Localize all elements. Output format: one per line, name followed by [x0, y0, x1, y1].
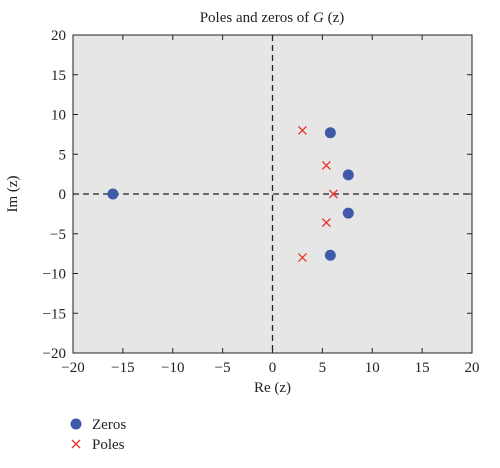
pole-marker: [297, 125, 307, 135]
x-tick-label: −5: [215, 360, 231, 376]
pole-marker-stroke: [297, 253, 307, 263]
y-tick-label: 5: [59, 147, 67, 163]
y-tick-label: 0: [59, 187, 67, 203]
y-tick-label: −15: [43, 306, 66, 322]
y-tick-label: −10: [43, 267, 66, 283]
legend: Zeros Poles: [70, 417, 126, 453]
pole-marker-stroke: [321, 218, 331, 228]
x-axis-label: Re (z): [254, 380, 291, 396]
legend-item: Poles: [71, 437, 125, 453]
x-tick-label: 5: [319, 360, 327, 376]
chart-title: Poles and zeros of G (z): [200, 10, 345, 26]
y-tick-label: −20: [43, 346, 66, 362]
y-tick-label: −5: [50, 227, 66, 243]
pole-marker-stroke: [328, 189, 338, 199]
x-tick-label: −15: [111, 360, 134, 376]
legend-item: Zeros: [70, 417, 126, 433]
zero-reference-lines: [73, 35, 472, 353]
zero-marker: [324, 249, 336, 261]
x-tick-label: −10: [161, 360, 184, 376]
pole-marker: [297, 253, 307, 263]
y-tick-label: 10: [51, 108, 66, 124]
y-axis-ticks: −20 −15 −10 −5 0 5 10 15 20: [43, 28, 472, 362]
pole-marker-stroke: [297, 125, 307, 135]
y-axis-label: Im (z): [5, 175, 21, 212]
legend-zero-marker: [70, 418, 82, 430]
x-tick-label: 15: [415, 360, 430, 376]
legend-label: Poles: [92, 437, 125, 453]
x-tick-label: −20: [61, 360, 84, 376]
x-tick-label: 0: [269, 360, 277, 376]
pole-marker: [328, 189, 338, 199]
legend-pole-marker: [71, 439, 81, 449]
pole-marker-stroke: [321, 160, 331, 170]
zero-marker: [342, 207, 354, 219]
x-tick-label: 10: [365, 360, 380, 376]
legend-label: Zeros: [92, 417, 126, 433]
data-markers: [107, 125, 354, 263]
zero-marker: [107, 188, 119, 200]
y-tick-label: 15: [51, 68, 66, 84]
zero-marker: [342, 169, 354, 181]
x-tick-label: 20: [465, 360, 480, 376]
x-axis-ticks: −20 −15 −10 −5 0 5 10 15 20: [61, 35, 480, 376]
y-tick-label: 20: [51, 28, 66, 44]
pole-marker: [321, 218, 331, 228]
pole-marker: [321, 160, 331, 170]
zero-marker: [324, 127, 336, 139]
